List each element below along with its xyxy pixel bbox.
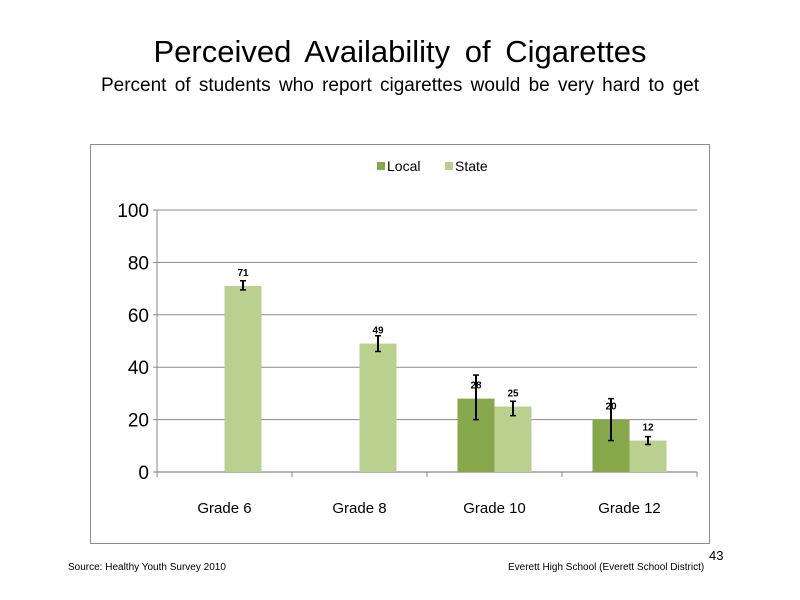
data-label: 28	[470, 381, 482, 392]
y-tick-label: 40	[128, 358, 149, 379]
school-name: Everett High School (Everett School Dist…	[508, 562, 705, 573]
y-tick-label: 80	[128, 253, 149, 274]
y-tick-label: 60	[128, 306, 149, 327]
page-number: 43	[709, 548, 724, 563]
data-label: 12	[642, 423, 654, 434]
legend-label-local: Local	[387, 158, 420, 174]
x-axis-ticks: Grade 6 Grade 8 Grade 10 Grade 12	[197, 500, 660, 517]
data-label: 71	[237, 268, 249, 279]
legend-swatch-state	[445, 162, 453, 170]
slide-subtitle: Percent of students who report cigarette…	[100, 75, 700, 96]
y-tick-label: 100	[117, 201, 149, 222]
data-label: 49	[372, 326, 384, 337]
bar-state-grade-12	[629, 440, 667, 472]
bar-state-grade-8	[359, 343, 397, 472]
bar-state-grade-6	[224, 285, 262, 472]
x-tick-label: Grade 12	[598, 500, 661, 517]
legend: Local State	[377, 158, 488, 174]
chart-frame	[90, 144, 710, 544]
legend-label-state: State	[455, 158, 488, 174]
x-tick-label: Grade 6	[197, 500, 251, 517]
y-tick-label: 20	[128, 411, 149, 432]
error-bars	[240, 279, 651, 446]
data-label: 20	[605, 402, 617, 413]
y-axis-ticks: 0 20 40 60 80 100	[117, 201, 149, 484]
bar-state-grade-10	[494, 406, 532, 472]
bars	[224, 285, 667, 472]
x-tick-label: Grade 10	[463, 500, 526, 517]
source-note: Source: Healthy Youth Survey 2010	[68, 562, 226, 573]
data-label: 25	[507, 389, 519, 400]
data-labels: 28 20 71 49 25 12	[237, 268, 654, 434]
legend-swatch-local	[377, 162, 385, 170]
y-tick-label: 0	[138, 463, 149, 484]
slide-title: Perceived Availability of Cigarettes	[153, 34, 647, 69]
x-tick-label: Grade 8	[332, 500, 386, 517]
